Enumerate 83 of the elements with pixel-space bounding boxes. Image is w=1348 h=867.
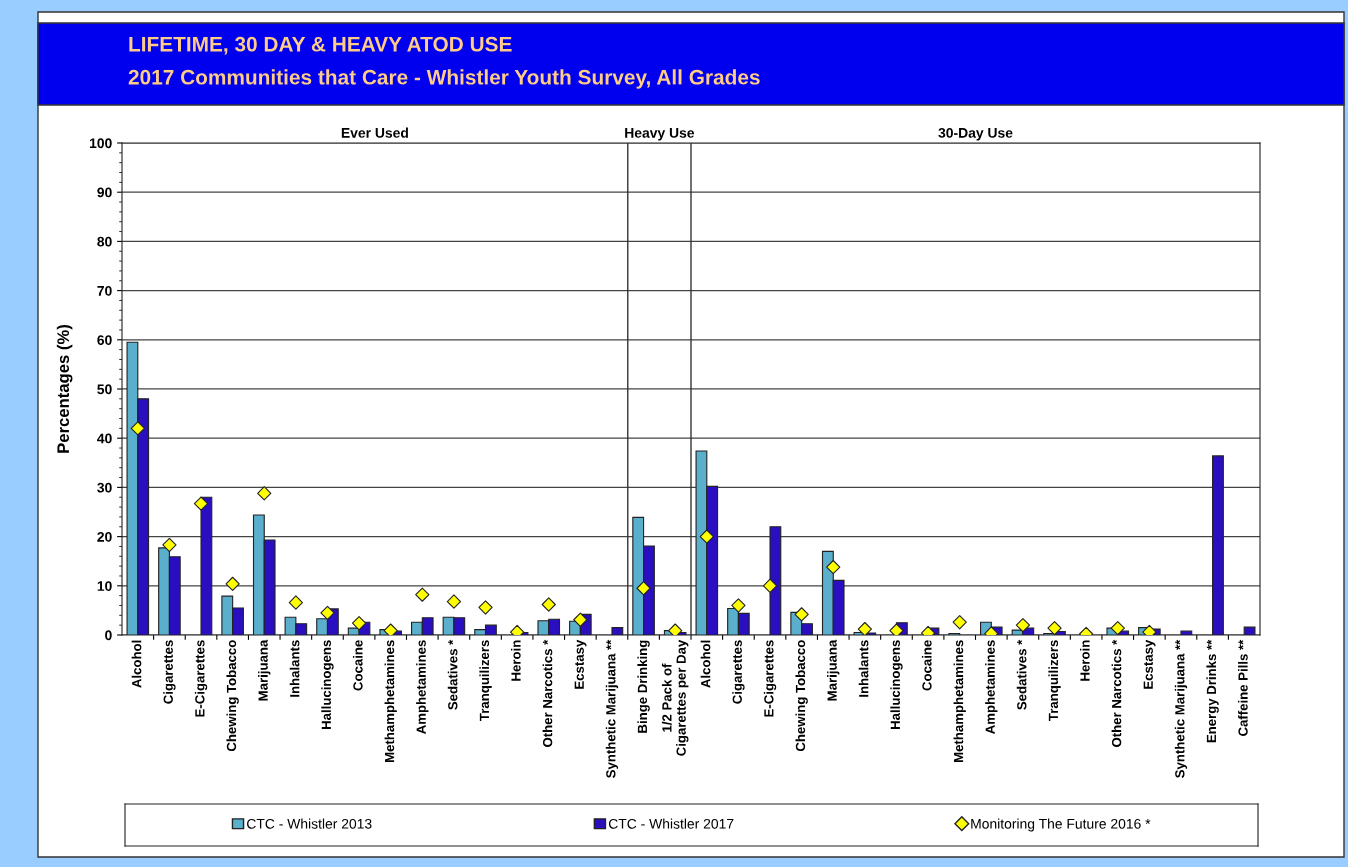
x-tick-label: Cocaine [921,640,932,691]
y-tick-label: 90 [97,187,112,198]
point [731,598,746,613]
point [225,576,240,591]
legend-label: CTC - Whistler 2013 [247,818,372,829]
y-tick-label: 70 [97,285,112,296]
x-tick-label: Other Narcotics * [1111,639,1122,747]
x-tick-label: Tranquilizers [479,640,492,721]
y-tick-label: 40 [97,433,112,444]
point [541,597,556,612]
point [162,537,177,553]
point [826,559,841,575]
x-tick-label: Tranquilizers [1048,640,1061,721]
y-tick-label: 20 [97,531,112,542]
x-tick-label: Chewing Tobacco [226,640,239,752]
y-tick-label: 80 [97,236,112,247]
x-tick-label: Caffeine Pills ** [1238,639,1248,736]
point [446,594,462,609]
x-tick-label: Ecstasy [574,639,587,689]
point [668,623,683,635]
x-tick-label: Chewing Tobacco [795,640,808,752]
point [257,486,272,501]
point [636,581,651,596]
legend-label: CTC - Whistler 2017 [608,818,734,829]
y-tick-label: 100 [89,138,112,149]
y-tick-label: 50 [97,384,112,395]
x-tick-label: Marijuana [827,639,840,701]
text: Heavy Use [625,128,695,141]
x-tick-label: Methamphetamines [953,640,966,763]
point [857,621,873,635]
x-tick-label: Sedatives * [1016,639,1027,710]
x-tick-label: Amphetamines [416,640,429,734]
y-axis-title: Percentages (%) [56,324,73,453]
legend-label: Monitoring The Future 2016 * [971,818,1151,832]
point [320,605,335,621]
x-tick-label: Amphetamines [985,640,998,734]
point [351,616,367,631]
y-tick-label: 60 [97,335,112,345]
point [415,587,430,602]
text: 30-Day Use [938,127,1013,141]
x-tick-label: Methamphetamines [384,640,397,763]
point [1110,620,1125,635]
point [383,623,398,635]
x-tick-label: Inhalants [858,640,869,697]
point [288,595,304,610]
x-tick-label: E-Cigarettes [763,640,777,717]
point [794,607,809,622]
point [762,578,778,593]
point [889,623,904,635]
point [1047,620,1062,635]
x-tick-label: Synthetic Marijuana ** [1174,639,1188,778]
point [130,421,145,436]
y-tick-label: 10 [97,581,112,591]
text: Ever Used [341,127,408,138]
chart-title: LIFETIME, 30 DAY & HEAVY ATOD USE [129,36,512,55]
point [573,612,588,627]
x-tick-label: Heroin [510,640,521,681]
x-tick-label: Alcohol [131,640,142,688]
point [1015,618,1031,633]
x-tick-label: Ecstasy [1143,639,1156,689]
x-tick-label: Marijuana [258,639,271,701]
x-tick-label: Cigarettes [163,640,176,704]
x-tick-label: Inhalants [289,640,300,697]
y-tick-label: 0 [105,630,112,641]
point [699,529,714,544]
x-tick-label: Heroin [1079,640,1090,681]
point [193,496,209,511]
y-tick-label: 30 [97,482,112,493]
x-tick-label: Hallucinogens [321,640,334,730]
x-tick-label: Alcohol [700,640,711,688]
x-tick-label: Cocaine [352,640,363,691]
x-tick-label: Other Narcotics * [542,639,553,747]
x-tick-label: Sedatives * [447,639,458,710]
point [478,600,493,615]
point [952,615,967,630]
x-tick-label: Binge Drinking [637,640,650,733]
x-tick-label: 1/2 Pack of Cigarettes per Day [661,639,689,756]
x-tick-label: E-Cigarettes [194,640,208,717]
chart-subtitle: 2017 Communities that Care - Whistler Youth Survey, All Grades [128,69,760,89]
x-tick-label: Cigarettes [732,640,745,704]
x-tick-label: Hallucinogens [890,640,903,730]
x-tick-label: Energy Drinks ** [1206,639,1219,743]
x-tick-label: Synthetic Marijuana ** [605,639,619,778]
